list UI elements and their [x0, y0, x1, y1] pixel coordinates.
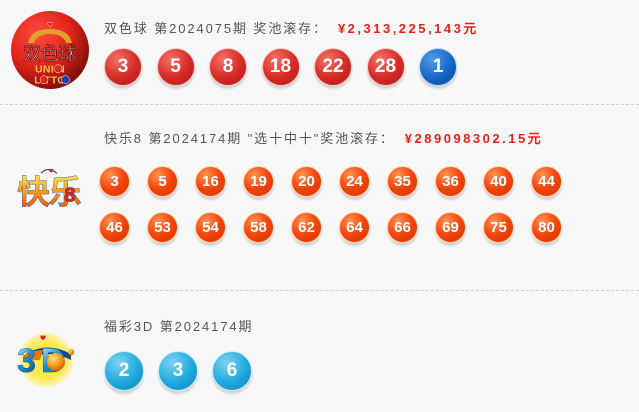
svg-text:3: 3 [17, 342, 36, 380]
svg-text:双色球: 双色球 [23, 43, 78, 64]
svg-text:L TTO: L TTO [34, 75, 65, 87]
svg-text:8: 8 [64, 183, 75, 206]
